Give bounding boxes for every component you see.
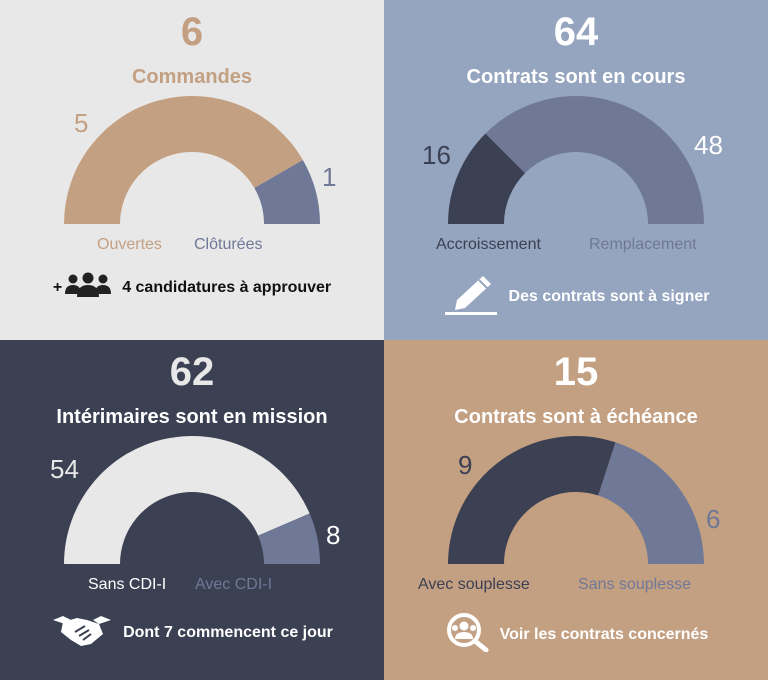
interimaires-title: Intérimaires sont en mission <box>56 406 328 428</box>
contrats-cours-title: Contrats sont en cours <box>466 66 686 88</box>
interimaires-left-value: 54 <box>50 454 79 484</box>
echeance-gauge <box>448 436 704 564</box>
interimaires-gauge <box>64 436 320 564</box>
pen-sign-icon <box>443 272 499 321</box>
contrats-cours-right-label: Remplacement <box>589 236 697 253</box>
gauge-right-segment <box>485 95 704 224</box>
panel-contrats-en-cours[interactable]: 64 Contrats sont en cours 16 48 Accroiss… <box>384 0 768 340</box>
echeance-action[interactable]: Voir les contrats concernés <box>384 612 768 657</box>
gauge-left-segment <box>448 133 526 224</box>
commandes-action[interactable]: + 4 candidatures à approuver <box>0 272 384 303</box>
gauge-right-segment <box>254 159 320 224</box>
commandes-title: Commandes <box>131 66 253 88</box>
commandes-right-value: 1 <box>322 162 337 192</box>
gauge-left-segment <box>448 436 616 564</box>
echeance-total: 15 <box>553 350 599 394</box>
plus-prefix: + <box>52 278 63 296</box>
gauge-left-segment <box>64 96 303 224</box>
panel-interimaires[interactable]: 62 Intérimaires sont en mission 54 8 San… <box>0 340 384 680</box>
group-icon <box>64 272 112 303</box>
contrats-cours-left-value: 16 <box>422 140 451 170</box>
echeance-left-value: 9 <box>458 450 473 480</box>
commandes-total: 6 <box>180 10 204 54</box>
echeance-title: Contrats sont à échéance <box>454 406 698 428</box>
interimaires-total: 62 <box>169 350 215 394</box>
interimaires-action-text: Dont 7 commencent ce jour <box>123 623 333 641</box>
contrats-cours-left-label: Accroissement <box>436 236 541 253</box>
interimaires-right-label: Avec CDI-I <box>195 576 273 593</box>
commandes-left-value: 5 <box>74 108 89 138</box>
interimaires-left-label: Sans CDI-I <box>88 576 167 593</box>
search-people-icon <box>444 612 490 657</box>
gauge-left-segment <box>64 436 310 564</box>
contrats-cours-total: 64 <box>553 10 599 54</box>
commandes-right-label: Clôturées <box>194 236 263 253</box>
interimaires-action[interactable]: Dont 7 commencent ce jour <box>0 612 384 653</box>
echeance-left-label: Avec souplesse <box>418 576 530 593</box>
commandes-gauge <box>64 96 320 224</box>
panel-contrats-echeance[interactable]: 15 Contrats sont à échéance 9 6 Avec sou… <box>384 340 768 680</box>
commandes-left-label: Ouvertes <box>97 236 162 253</box>
gauge-right-segment <box>598 442 704 564</box>
contrats-cours-action[interactable]: Des contrats sont à signer <box>384 272 768 321</box>
handshake-icon <box>51 612 113 653</box>
panel-commandes[interactable]: 6 Commandes 5 1 Ouvertes Clôturées + 4 c… <box>0 0 384 340</box>
echeance-right-label: Sans souplesse <box>578 576 691 593</box>
contrats-cours-gauge <box>448 95 704 224</box>
commandes-action-text: 4 candidatures à approuver <box>122 278 332 296</box>
contrats-cours-right-value: 48 <box>694 130 723 160</box>
interimaires-right-value: 8 <box>326 520 341 550</box>
echeance-right-value: 6 <box>706 504 721 534</box>
contrats-cours-action-text: Des contrats sont à signer <box>508 287 710 305</box>
echeance-action-text: Voir les contrats concernés <box>499 625 709 643</box>
gauge-right-segment <box>258 513 320 564</box>
